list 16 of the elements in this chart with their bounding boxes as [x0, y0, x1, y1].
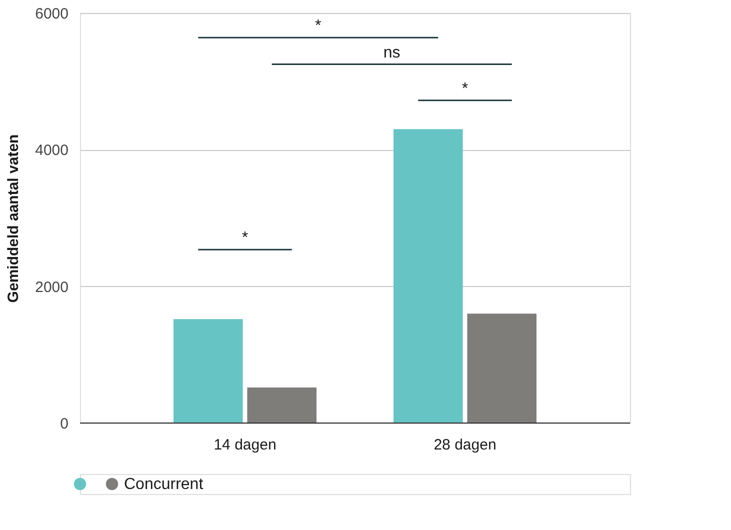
- y-axis-title: Gemiddeld aantal vaten: [5, 134, 22, 303]
- bar: [247, 387, 316, 423]
- y-tick-label: 4000: [35, 142, 68, 160]
- legend-label: Concurrent: [124, 476, 204, 493]
- bar: [174, 319, 243, 423]
- annotation: *: [242, 230, 248, 247]
- bar: [467, 314, 536, 423]
- y-tick-label: 0: [60, 416, 68, 432]
- x-tick-label: 14 dagen: [214, 436, 276, 454]
- annotation: *: [462, 80, 468, 98]
- y-tick-label: 2000: [35, 278, 68, 296]
- annotation: ns: [383, 44, 400, 62]
- x-tick-label: 28 dagen: [434, 436, 496, 454]
- bar: [394, 129, 463, 423]
- y-tick-label: 6000: [35, 6, 68, 22]
- annotation: *: [315, 18, 322, 35]
